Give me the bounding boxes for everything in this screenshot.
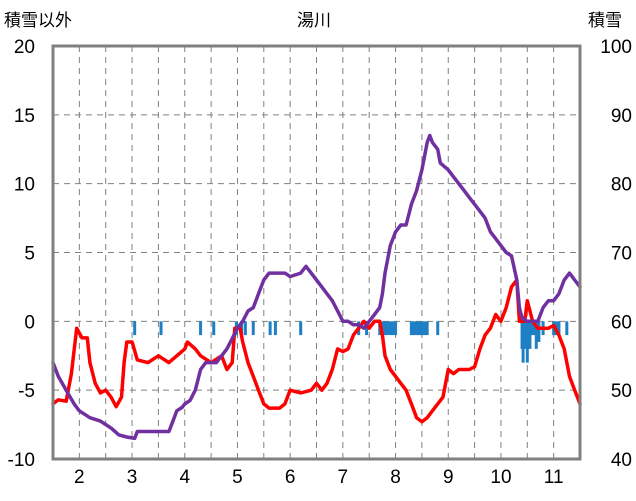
y-right-tick-label: 90: [611, 106, 632, 127]
temperature-line: [51, 278, 582, 424]
snowfall-bar: [243, 321, 247, 336]
snowfall-bar: [199, 321, 203, 336]
y-left-tick-label: 15: [14, 106, 35, 127]
snowfall-bar: [299, 321, 303, 336]
left-axis-label: 積雪以外: [4, 11, 72, 31]
y-left-tick-label: 5: [24, 244, 35, 265]
plot-frame: [51, 44, 582, 461]
snowfall-bar: [425, 321, 429, 336]
snowfall-bar: [409, 321, 413, 336]
x-tick-label: 4: [179, 467, 190, 488]
y-right-tick-label: 100: [600, 37, 632, 58]
snowfall-bar: [417, 321, 421, 336]
y-left-tick-label: -10: [8, 450, 35, 471]
snowfall-bar: [383, 321, 387, 336]
y-left-tick-label: 0: [24, 312, 35, 333]
snowfall-bar: [532, 321, 536, 336]
x-tick-label: 8: [390, 467, 401, 488]
y-right-tick-label: 70: [611, 244, 632, 265]
snowfall-bar: [521, 321, 525, 363]
right-axis-label: 積雪: [588, 11, 622, 31]
snowfall-bar: [394, 321, 398, 336]
y-left-tick-label: 10: [14, 175, 35, 196]
snowfall-bar: [268, 321, 272, 336]
x-tick-label: 3: [127, 467, 138, 488]
snowfall-bar: [534, 321, 538, 349]
snowfall-bar: [133, 321, 137, 336]
snowfall-bar: [423, 321, 427, 336]
snowfall-bar: [159, 321, 163, 336]
snowfall-bar: [412, 321, 416, 336]
snowfall-bar: [565, 321, 569, 336]
snowfall-bar: [273, 321, 277, 336]
chart-title: 湯川: [297, 11, 331, 31]
snow-depth-line: [51, 133, 582, 441]
snowfall-bar: [525, 321, 529, 363]
x-tick-label: 2: [74, 467, 85, 488]
snowfall-bar: [365, 321, 369, 336]
snowfall-bar: [415, 321, 419, 336]
snowfall-bar: [436, 321, 440, 336]
grid: [52, 45, 581, 460]
snowfall-bar: [251, 321, 255, 336]
x-tick-label: 10: [490, 467, 511, 488]
snowfall-bar: [523, 321, 527, 349]
y-right-tick-label: 80: [611, 175, 632, 196]
x-tick-label: 9: [443, 467, 454, 488]
x-tick-label: 7: [338, 467, 349, 488]
snowfall-bar: [528, 321, 532, 349]
x-tick-label: 6: [285, 467, 296, 488]
y-left-tick-label: -5: [18, 381, 35, 402]
snowfall-bar: [537, 321, 541, 342]
snowfall-bar: [557, 321, 561, 336]
y-right-tick-label: 40: [611, 450, 632, 471]
snowfall-bar: [386, 321, 390, 336]
x-tick-label: 11: [544, 467, 564, 488]
snowfall-bar: [212, 321, 216, 336]
line-series: [51, 133, 582, 441]
bar-series: [133, 321, 569, 363]
snowfall-bar: [391, 321, 395, 336]
snowfall-bar: [388, 321, 392, 336]
y-right-tick-label: 50: [611, 381, 632, 402]
x-tick-label: 5: [232, 467, 243, 488]
snowfall-bar: [530, 321, 534, 336]
snowfall-bar: [420, 321, 424, 336]
y-right-tick-label: 60: [611, 312, 632, 333]
y-left-tick-label: 20: [14, 37, 35, 58]
